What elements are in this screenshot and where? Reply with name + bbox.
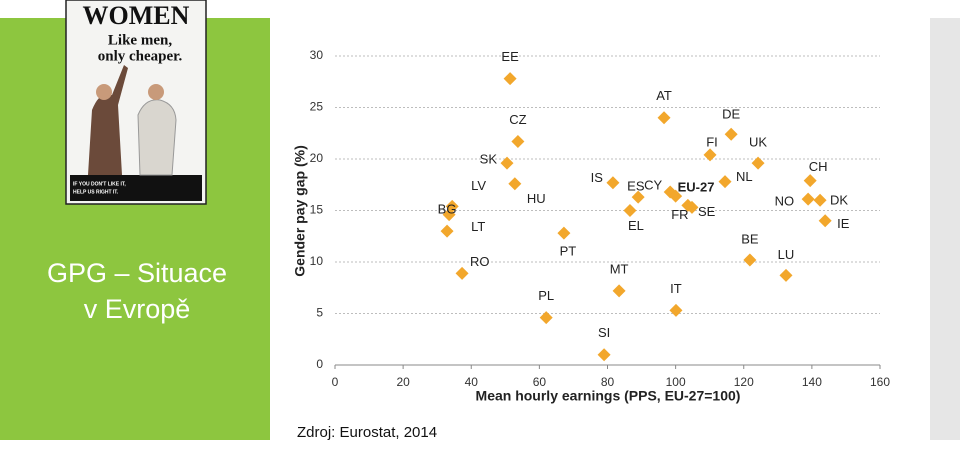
y-tick-label: 15 <box>310 203 324 217</box>
point-label: IT <box>670 281 682 296</box>
point <box>557 226 571 240</box>
point-label: LU <box>778 247 795 262</box>
y-tick-label: 25 <box>310 100 324 114</box>
point <box>724 127 738 141</box>
point <box>703 148 717 162</box>
point-label: BG <box>438 202 457 217</box>
point-label: FI <box>706 134 718 149</box>
point-label: EU-27 <box>678 180 715 195</box>
point-label: CH <box>809 159 828 174</box>
point <box>779 268 793 282</box>
point-label: PT <box>560 244 577 259</box>
poster-footer-bg <box>70 175 202 201</box>
poster-headline: WOMEN <box>83 1 190 30</box>
poster-footer: IF YOU DON'T LIKE IT, <box>73 181 126 187</box>
point <box>657 111 671 125</box>
point <box>503 72 517 86</box>
point-label: LT <box>471 219 485 234</box>
x-tick-label: 20 <box>396 375 410 389</box>
source: Zdroj: Eurostat, 2014 <box>297 424 437 441</box>
point <box>539 311 553 325</box>
slide-title: GPG – Situace <box>47 258 227 288</box>
x-tick-label: 60 <box>533 375 547 389</box>
y-tick-label: 0 <box>316 357 323 371</box>
poster-footer: HELP US RIGHT IT. <box>73 189 119 195</box>
poster-line: Like men, <box>108 32 172 48</box>
y-tick-label: 20 <box>310 151 324 165</box>
point-label: ES <box>627 179 645 194</box>
point-label: IS <box>591 170 604 185</box>
poster-frame <box>65 0 207 205</box>
figure-head <box>96 84 112 100</box>
x-tick-label: 40 <box>465 375 479 389</box>
point-label: IE <box>837 216 850 231</box>
point-label: NL <box>736 169 753 184</box>
figure-head <box>148 84 164 100</box>
point <box>440 224 454 238</box>
point <box>801 192 815 206</box>
point-label: UK <box>749 135 767 150</box>
point-label: DK <box>830 193 848 208</box>
y-tick-label: 10 <box>310 254 324 268</box>
point-label: SE <box>698 204 716 219</box>
point <box>631 190 645 204</box>
x-tick-label: 120 <box>734 375 754 389</box>
point <box>597 348 611 362</box>
point-label: HU <box>527 191 546 206</box>
point <box>751 156 765 170</box>
point-label: FR <box>671 207 688 222</box>
point-label: SI <box>598 325 610 340</box>
point <box>669 189 683 203</box>
point-label: AT <box>656 88 672 103</box>
point-label: SK <box>480 152 498 167</box>
figure-left <box>88 65 128 175</box>
point-label: PL <box>538 288 554 303</box>
point-label: CZ <box>509 112 526 127</box>
side-strip <box>930 18 960 440</box>
point <box>612 284 626 298</box>
y-tick-label: 30 <box>310 48 324 62</box>
x-axis-title: Mean hourly earnings (PPS, EU-27=100) <box>476 388 741 404</box>
point <box>623 204 637 217</box>
point <box>442 208 456 222</box>
point <box>685 200 699 214</box>
point <box>818 214 832 228</box>
point <box>511 134 525 148</box>
point <box>803 174 817 188</box>
x-tick-label: 0 <box>332 375 339 389</box>
point-label: BE <box>741 231 759 246</box>
poster-line: only cheaper. <box>98 48 183 64</box>
x-tick-label: 160 <box>870 375 890 389</box>
point-label: RO <box>470 254 490 269</box>
y-axis-title: Gender pay gap (%) <box>292 145 308 276</box>
slide-title: v Evropě <box>84 294 191 324</box>
point <box>743 253 757 267</box>
point-label: CY <box>644 177 662 192</box>
point <box>718 175 732 189</box>
point <box>500 156 514 170</box>
point <box>508 177 522 191</box>
y-tick-label: 5 <box>316 306 323 320</box>
point-label: DE <box>722 107 740 122</box>
x-tick-label: 140 <box>802 375 822 389</box>
point-label: LV <box>471 178 486 193</box>
point <box>606 176 620 190</box>
point <box>669 303 683 317</box>
poster: WOMEN Like men, only cheaper. IF YOU DON… <box>65 0 207 205</box>
point <box>455 266 469 280</box>
figure-right <box>137 99 177 176</box>
x-tick-label: 80 <box>601 375 615 389</box>
point <box>813 193 827 207</box>
point-label: NO <box>775 194 795 209</box>
point-label: EL <box>628 218 644 233</box>
x-tick-label: 100 <box>666 375 686 389</box>
point-label: MT <box>610 261 629 276</box>
point-label: EE <box>501 49 519 64</box>
